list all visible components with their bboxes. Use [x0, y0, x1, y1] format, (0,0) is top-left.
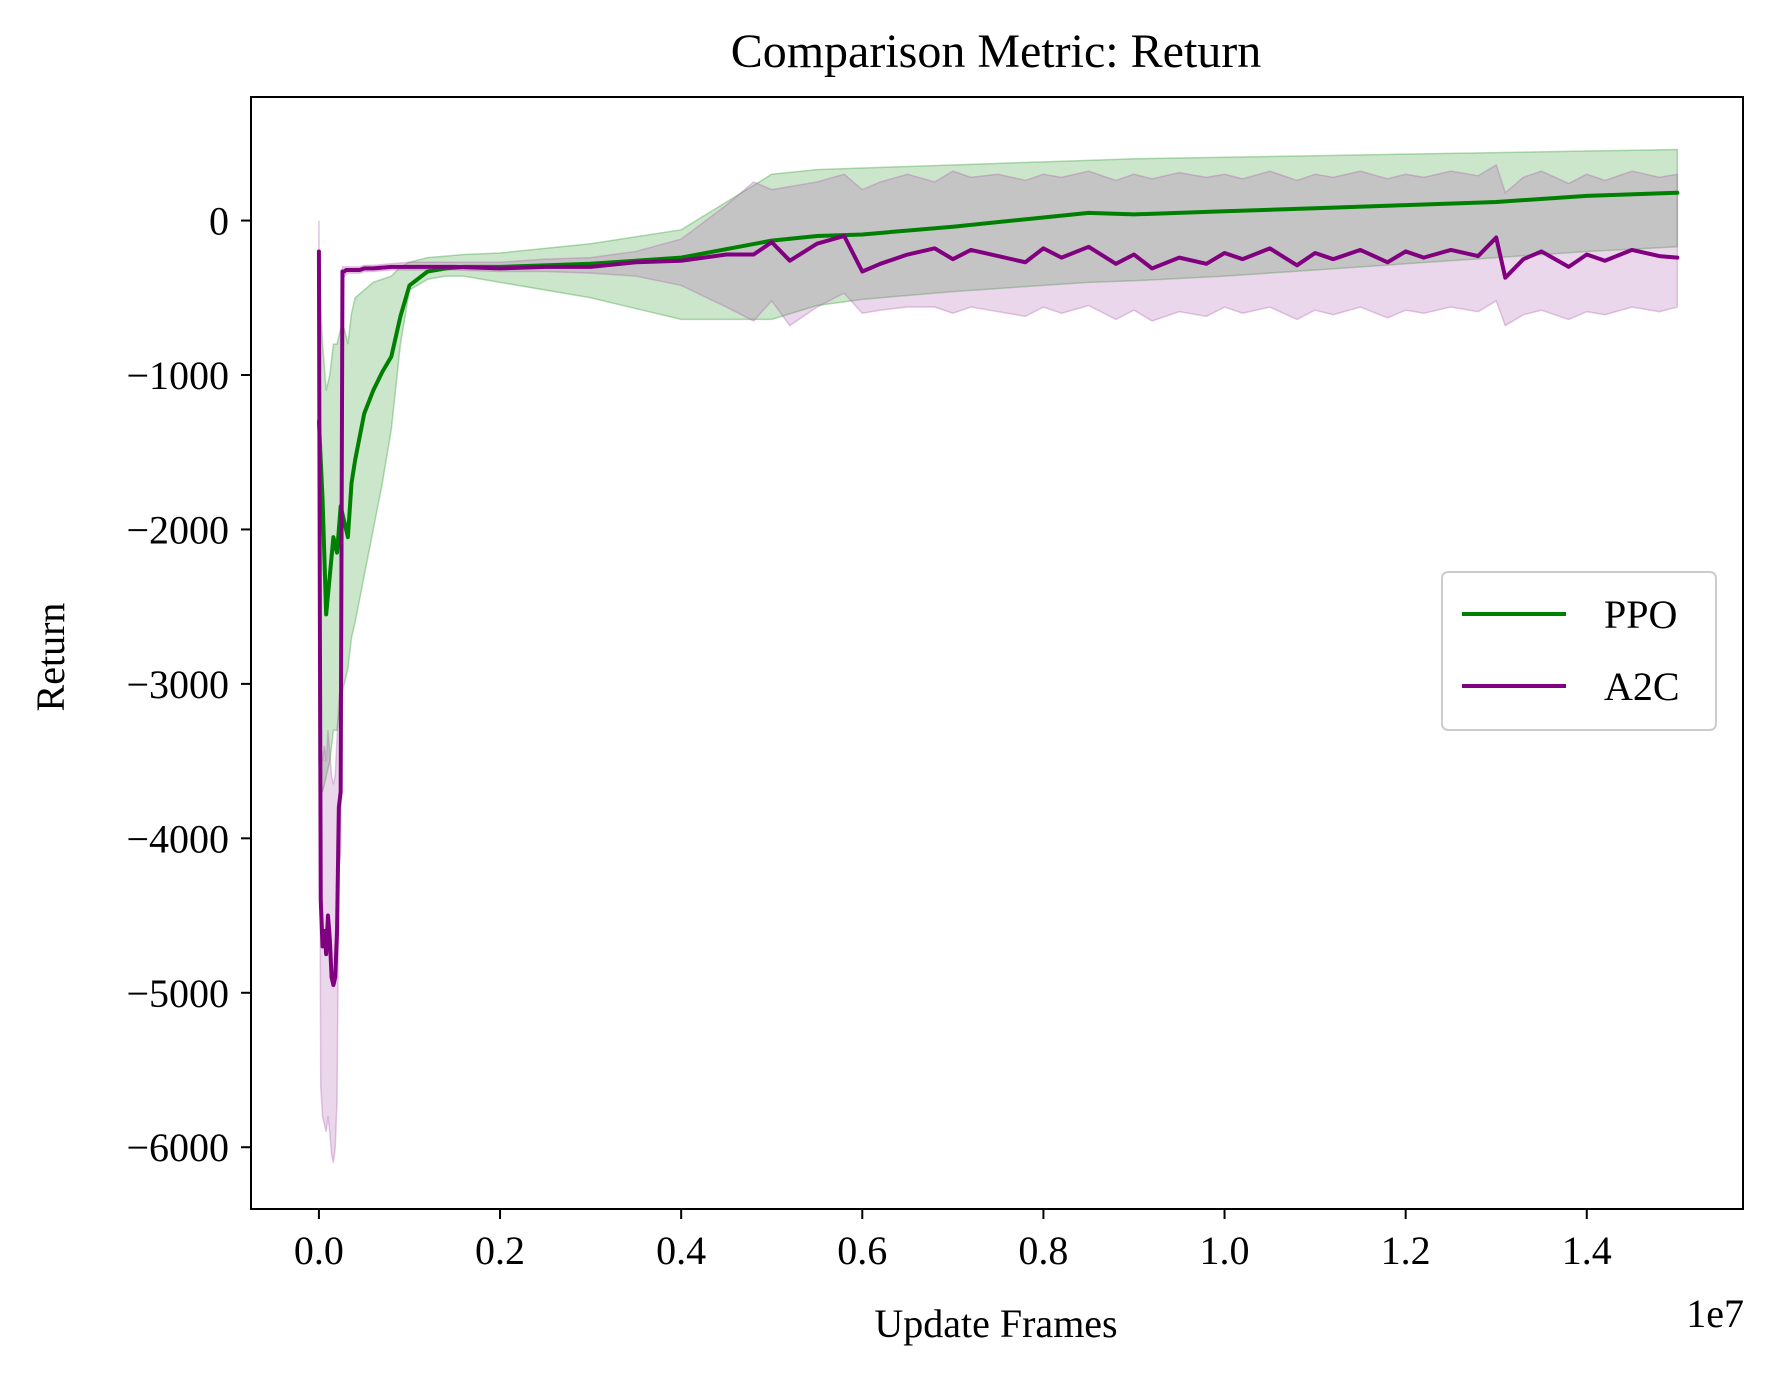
- x-tick-label: 0.4: [656, 1228, 706, 1273]
- plot-area: [250, 96, 1744, 1210]
- y-tick-label: −1000: [126, 353, 229, 398]
- y-axis: 0 −1000 −2000 −3000 −4000 −5000 −6000: [126, 199, 251, 1170]
- x-tick-label: 1.4: [1562, 1228, 1612, 1273]
- plot-frame: [250, 96, 1744, 1210]
- chart-title: Comparison Metric: Return: [731, 25, 1262, 78]
- band-ppo: [318, 148, 1679, 793]
- x-tick-label: 1.0: [1200, 1228, 1250, 1273]
- x-tick-label: 0.2: [475, 1228, 525, 1273]
- y-tick-label: 0: [209, 199, 229, 244]
- x-tick-label: 0.6: [837, 1228, 887, 1273]
- series-line-a2c: [316, 234, 1680, 988]
- x-tick-label: 0.8: [1018, 1228, 1068, 1273]
- legend-label-a2c: A2C: [1604, 664, 1680, 709]
- x-axis-label: Update Frames: [874, 1301, 1117, 1346]
- y-tick-label: −5000: [126, 971, 229, 1016]
- y-tick-label: −6000: [126, 1125, 229, 1170]
- x-tick-label: 0.0: [294, 1228, 344, 1273]
- x-tick-label: 1.2: [1381, 1228, 1431, 1273]
- y-tick-label: −4000: [126, 816, 229, 861]
- legend-box: [1441, 571, 1717, 731]
- legend: PPO A2C: [1441, 571, 1717, 731]
- legend-label-ppo: PPO: [1604, 592, 1677, 637]
- y-axis-label: Return: [28, 603, 73, 712]
- x-axis-offset-label: 1e7: [1686, 1291, 1744, 1336]
- x-axis: 0.0 0.2 0.4 0.6 0.8 1.0 1.2 1.4: [294, 1209, 1612, 1273]
- band-a2c: [318, 163, 1679, 1163]
- y-tick-label: −3000: [126, 662, 229, 707]
- y-tick-label: −2000: [126, 507, 229, 552]
